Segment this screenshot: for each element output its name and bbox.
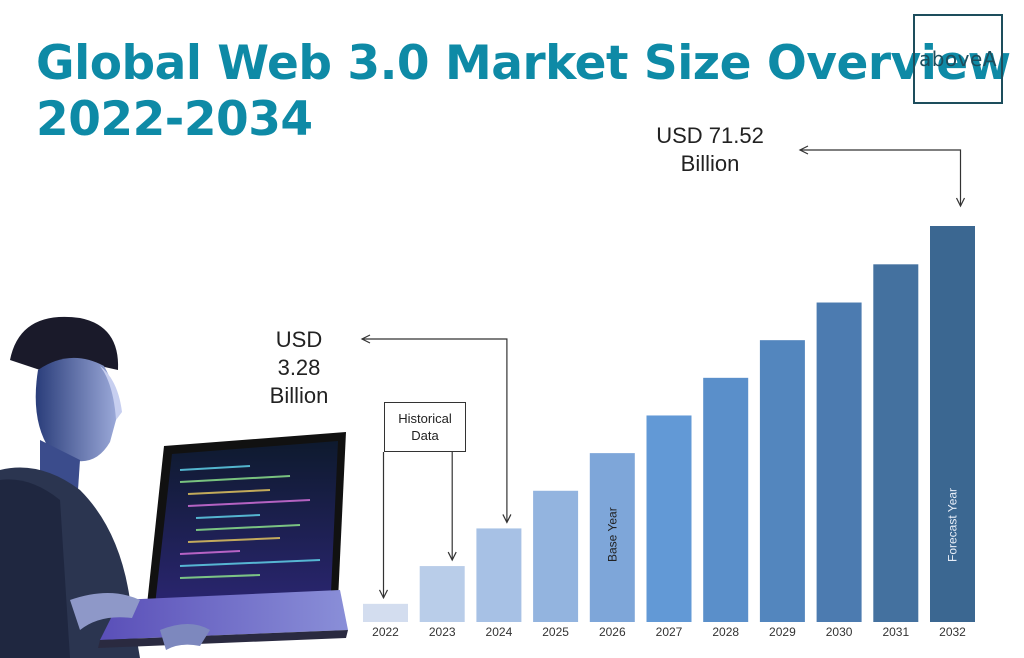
historical-line-2: Data	[411, 428, 439, 443]
bar-2031	[873, 264, 919, 622]
bar-label-2032: Forecast Year	[946, 488, 960, 562]
bar-label-2026: Base Year	[605, 507, 619, 562]
bar-2029	[759, 340, 805, 622]
title-text: Global Web 3.0 Market Size Overview 2022…	[36, 36, 1011, 147]
end-value-line-1: USD 71.52	[656, 123, 764, 148]
start-value-callout: USD 3.28 Billion	[256, 326, 342, 410]
bar-2030	[816, 302, 862, 622]
tick-label-2027: 2027	[656, 625, 683, 639]
developer-laptop-illustration	[0, 316, 348, 658]
tick-label-2030: 2030	[826, 625, 853, 639]
end-value-line-2: Billion	[680, 151, 740, 176]
bars-group: Base Year Forecast Year	[363, 226, 975, 622]
historical-data-box: Historical Data	[384, 402, 466, 452]
end-value-arrowhead-down	[955, 197, 966, 208]
tick-label-2023: 2023	[429, 625, 456, 639]
historical-line-1: Historical	[398, 411, 452, 426]
end-value-arrow	[800, 149, 962, 206]
bar-2022	[363, 603, 408, 622]
bar-2032	[930, 226, 975, 622]
tick-label-2025: 2025	[542, 625, 569, 639]
start-value-line-2: 3.28	[277, 355, 321, 380]
bar-2028	[703, 377, 749, 622]
tick-label-2032: 2032	[939, 625, 966, 639]
end-value-arrowhead-left	[798, 145, 809, 155]
tick-label-2026: 2026	[599, 625, 626, 639]
start-value-line-3: Billion	[269, 383, 329, 408]
bar-2023	[419, 566, 465, 622]
tick-label-2028: 2028	[712, 625, 739, 639]
callout-arrows	[360, 145, 966, 600]
tick-label-2029: 2029	[769, 625, 796, 639]
bar-2026	[589, 453, 635, 622]
bar-2027	[646, 415, 692, 622]
start-value-arrowhead-down	[502, 514, 512, 524]
tick-label-2024: 2024	[486, 625, 513, 639]
page-title: Global Web 3.0 Market Size Overview 2022…	[36, 36, 1024, 148]
tick-label-2031: 2031	[882, 625, 909, 639]
historical-arrowhead-2022	[378, 589, 389, 600]
tick-label-2022: 2022	[372, 625, 399, 639]
start-value-arrow	[362, 338, 508, 523]
end-value-callout: USD 71.52 Billion	[645, 122, 775, 178]
abovea-logo: aboveA	[913, 14, 1003, 104]
start-value-arrowhead-left	[360, 334, 371, 344]
logo-text: aboveA	[918, 47, 997, 71]
bar-2025	[533, 490, 579, 622]
bar-2024	[476, 528, 522, 622]
start-value-line-1: USD	[275, 327, 323, 352]
historical-arrowhead-2023	[447, 551, 457, 562]
x-axis-ticks: 2022 2023 2024 2025 2026 2027 2028 2029 2030 2031…	[372, 625, 966, 639]
